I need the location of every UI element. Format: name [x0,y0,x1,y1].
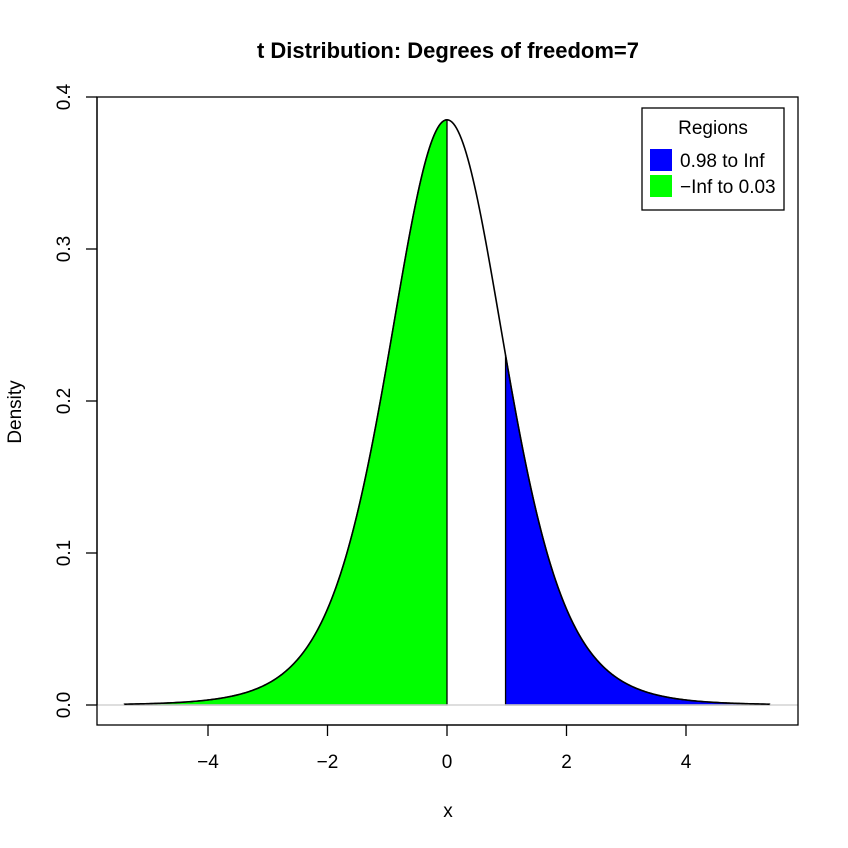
y-tick-label: 0.1 [54,540,75,566]
legend-title: Regions [678,118,748,139]
x-tick-label: −4 [197,752,219,773]
legend-swatch-blue [650,149,672,171]
curve-layer [97,119,798,706]
x-axis-label: x [443,801,453,822]
region-1 [123,119,448,706]
density-curve [124,119,770,705]
legend-entry-label: −Inf to 0.03 [680,177,776,198]
x-tick-label: 2 [561,752,572,773]
legend-entry-label: 0.98 to Inf [680,151,765,172]
y-tick-label: 0.4 [54,83,75,110]
y-tick-label: 0.0 [54,692,75,718]
x-axis: −4 −2 0 2 4 [197,724,692,773]
y-axis-label: Density [5,380,26,444]
y-tick-label: 0.2 [54,388,75,414]
y-axis: 0.0 0.1 0.2 0.3 0.4 [54,83,98,718]
legend: Regions 0.98 to Inf −Inf to 0.03 [641,107,785,211]
y-tick-label: 0.3 [54,236,75,262]
x-tick-label: 0 [442,752,453,773]
x-tick-label: 4 [681,752,692,773]
legend-swatch-green [650,175,672,197]
chart-title: t Distribution: Degrees of freedom=7 [257,38,639,63]
x-tick-label: −2 [317,752,339,773]
region-0 [504,354,771,706]
